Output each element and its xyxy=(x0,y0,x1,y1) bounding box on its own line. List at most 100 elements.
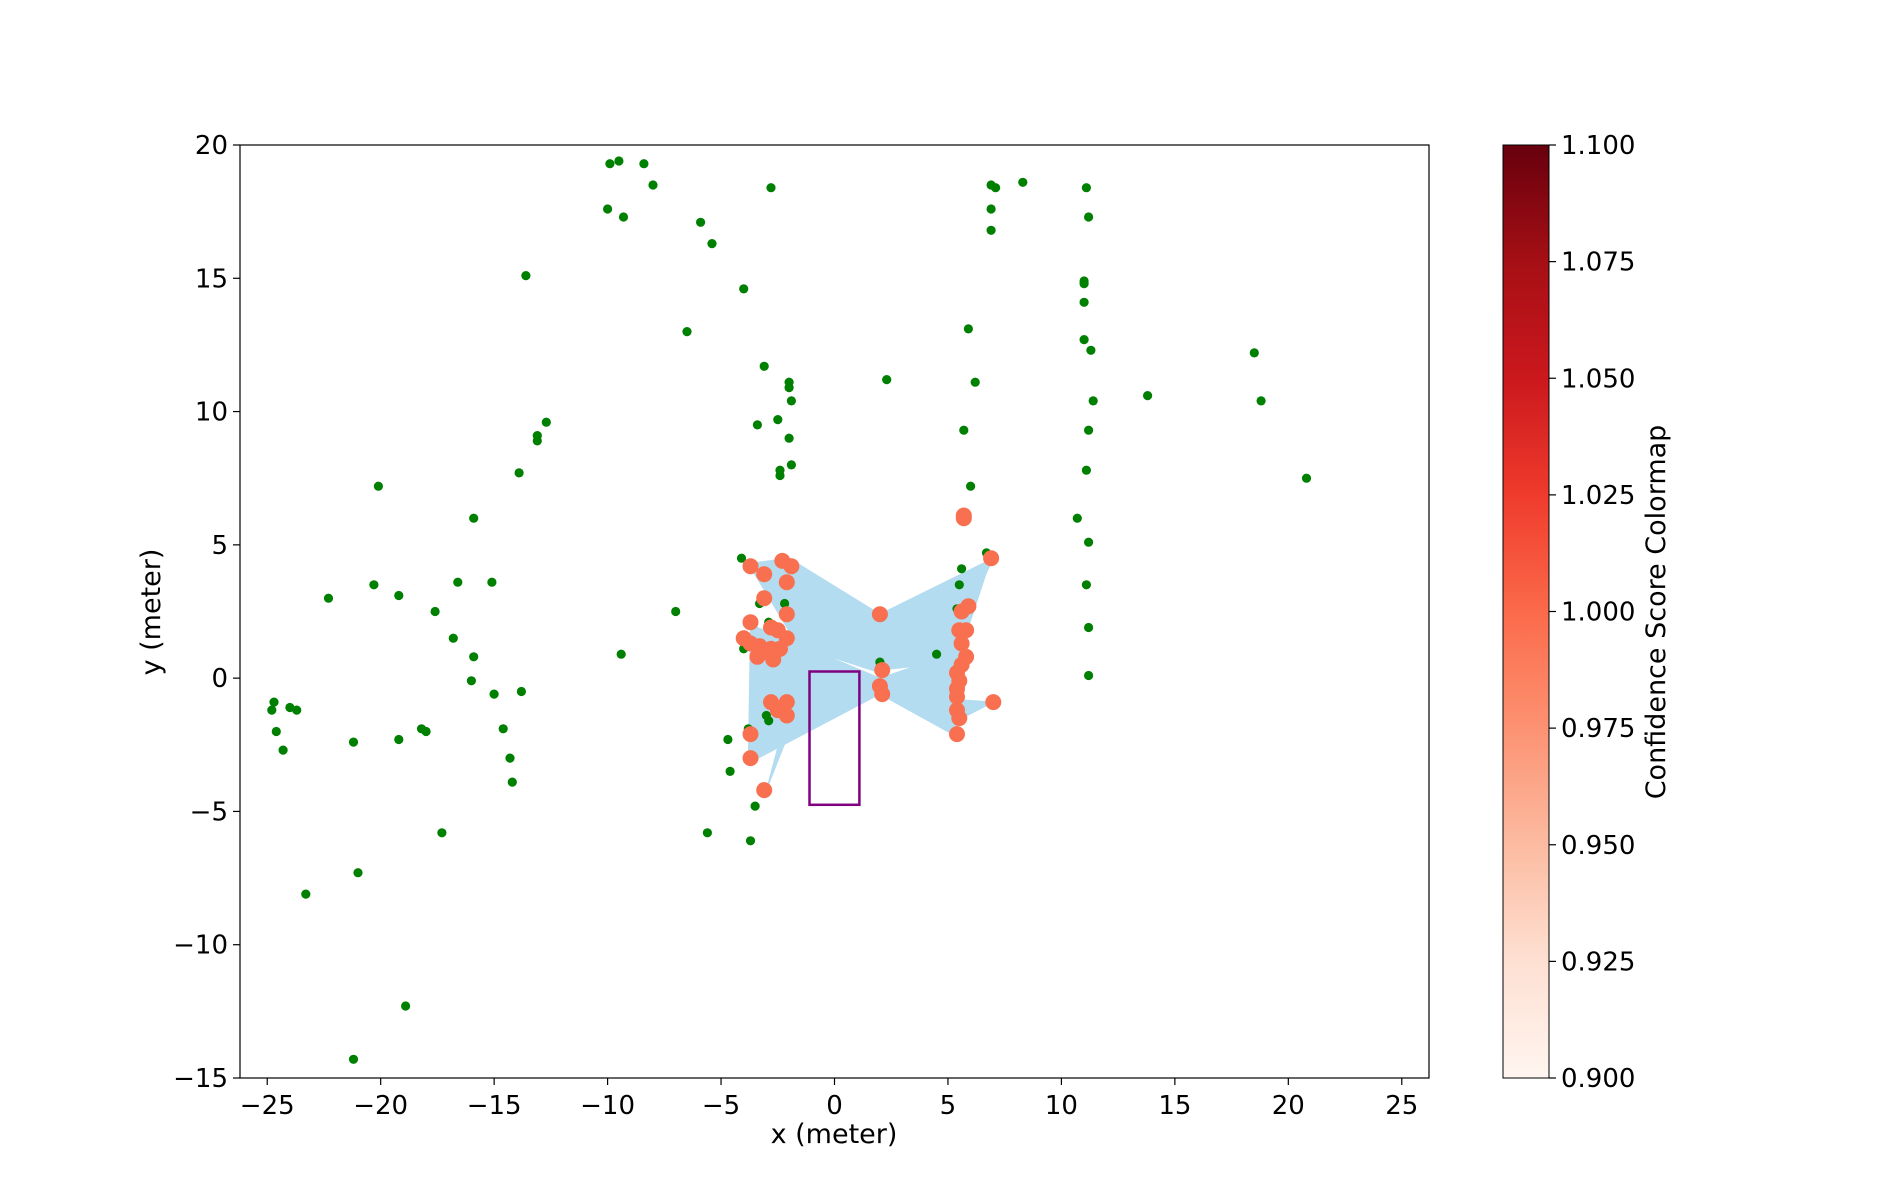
detected-point xyxy=(648,180,658,190)
y-tick-label: −5 xyxy=(190,797,228,827)
x-tick-label: 5 xyxy=(940,1091,957,1121)
colorbar-tick-label: 1.050 xyxy=(1561,364,1635,394)
detected-point xyxy=(353,868,363,878)
detected-point xyxy=(1084,670,1094,681)
detected-point xyxy=(1079,279,1089,289)
matched-point xyxy=(742,614,759,631)
detected-point xyxy=(970,377,980,387)
detected-point xyxy=(401,1001,411,1011)
matched-point xyxy=(742,558,759,575)
detected-point xyxy=(786,396,797,406)
y-axis-title: y (meter) xyxy=(136,549,167,676)
detected-point xyxy=(966,481,976,491)
detected-point xyxy=(1084,622,1094,633)
detected-point xyxy=(448,633,458,643)
detected-point xyxy=(682,327,692,337)
detected-point xyxy=(932,649,942,659)
matched-point xyxy=(874,686,891,703)
matched-point xyxy=(742,750,759,767)
detected-point xyxy=(639,159,649,169)
detected-point xyxy=(1249,348,1259,358)
detected-point xyxy=(1081,465,1091,475)
vehicle-box xyxy=(808,670,861,807)
detected-point xyxy=(267,705,277,715)
detected-point xyxy=(514,468,524,478)
y-tick-label: −10 xyxy=(173,931,228,961)
detected-point xyxy=(723,734,733,745)
detected-point xyxy=(271,726,281,737)
detected-point xyxy=(707,239,717,249)
detected-point xyxy=(323,593,334,603)
detected-point xyxy=(507,777,517,787)
x-tick-label: −15 xyxy=(467,1091,522,1121)
detected-point xyxy=(453,577,463,587)
y-tick-label: −15 xyxy=(173,1064,228,1094)
detected-point xyxy=(882,375,892,385)
x-tick-label: 15 xyxy=(1158,1091,1191,1121)
colorbar-tick-label: 1.000 xyxy=(1561,598,1635,628)
detected-point xyxy=(745,836,756,846)
detected-point xyxy=(466,676,476,686)
detected-point xyxy=(292,705,302,715)
detected-point xyxy=(725,766,735,777)
detected-point xyxy=(1084,537,1094,547)
detected-points xyxy=(267,156,1312,1064)
detected-point xyxy=(369,580,379,590)
y-tick-label: 5 xyxy=(211,531,228,561)
detected-point xyxy=(959,425,969,435)
detected-point xyxy=(421,726,431,737)
matched-point xyxy=(958,622,975,639)
detected-point xyxy=(739,284,749,294)
x-tick-label: −20 xyxy=(353,1091,408,1121)
detected-point xyxy=(516,686,527,697)
matched-point xyxy=(756,566,773,583)
detected-point xyxy=(498,724,508,734)
detected-point xyxy=(430,606,440,617)
detected-point xyxy=(759,361,769,371)
detected-point xyxy=(766,183,776,193)
detected-point xyxy=(780,598,790,609)
colorbar-tick-label: 0.925 xyxy=(1561,947,1635,977)
detected-point xyxy=(469,513,479,523)
matched-point xyxy=(778,574,795,591)
detected-point xyxy=(784,383,794,393)
matched-point xyxy=(874,662,891,679)
detected-point xyxy=(752,420,763,430)
matched-point xyxy=(778,694,795,711)
detected-point xyxy=(469,652,479,662)
x-tick-label: 25 xyxy=(1385,1091,1418,1121)
colorbar-label: Confidence Score Colormap xyxy=(1641,425,1672,800)
detected-point xyxy=(618,212,629,222)
x-tick-label: 0 xyxy=(826,1091,843,1121)
detected-point xyxy=(773,415,783,425)
colorbar-gradient xyxy=(1502,144,1550,1079)
detected-point xyxy=(373,481,383,491)
x-tick-label: −5 xyxy=(702,1091,740,1121)
colorbar-tick-label: 1.075 xyxy=(1561,248,1635,278)
detected-point xyxy=(278,745,288,755)
detected-point xyxy=(269,697,279,707)
detected-point xyxy=(1086,345,1096,355)
matched-point xyxy=(742,726,759,743)
detected-point xyxy=(489,689,499,699)
detected-point xyxy=(603,204,613,214)
detected-point xyxy=(616,649,626,659)
y-tick-label: 10 xyxy=(195,398,228,428)
matched-point xyxy=(983,550,1000,567)
matched-point xyxy=(949,688,965,705)
detected-point xyxy=(986,204,996,214)
x-tick-label: −25 xyxy=(240,1091,295,1121)
matched-point xyxy=(772,640,788,657)
detected-point xyxy=(521,271,531,281)
matched-point xyxy=(871,606,888,623)
detected-point xyxy=(1256,396,1266,406)
colorbar-tick-label: 1.100 xyxy=(1561,131,1635,161)
detected-point xyxy=(736,553,747,563)
detected-point xyxy=(1072,513,1082,523)
detected-point xyxy=(991,183,1001,193)
detected-point xyxy=(1301,473,1312,483)
detected-point xyxy=(750,801,760,811)
matched-point xyxy=(778,606,795,623)
x-tick-label: 10 xyxy=(1045,1091,1078,1121)
